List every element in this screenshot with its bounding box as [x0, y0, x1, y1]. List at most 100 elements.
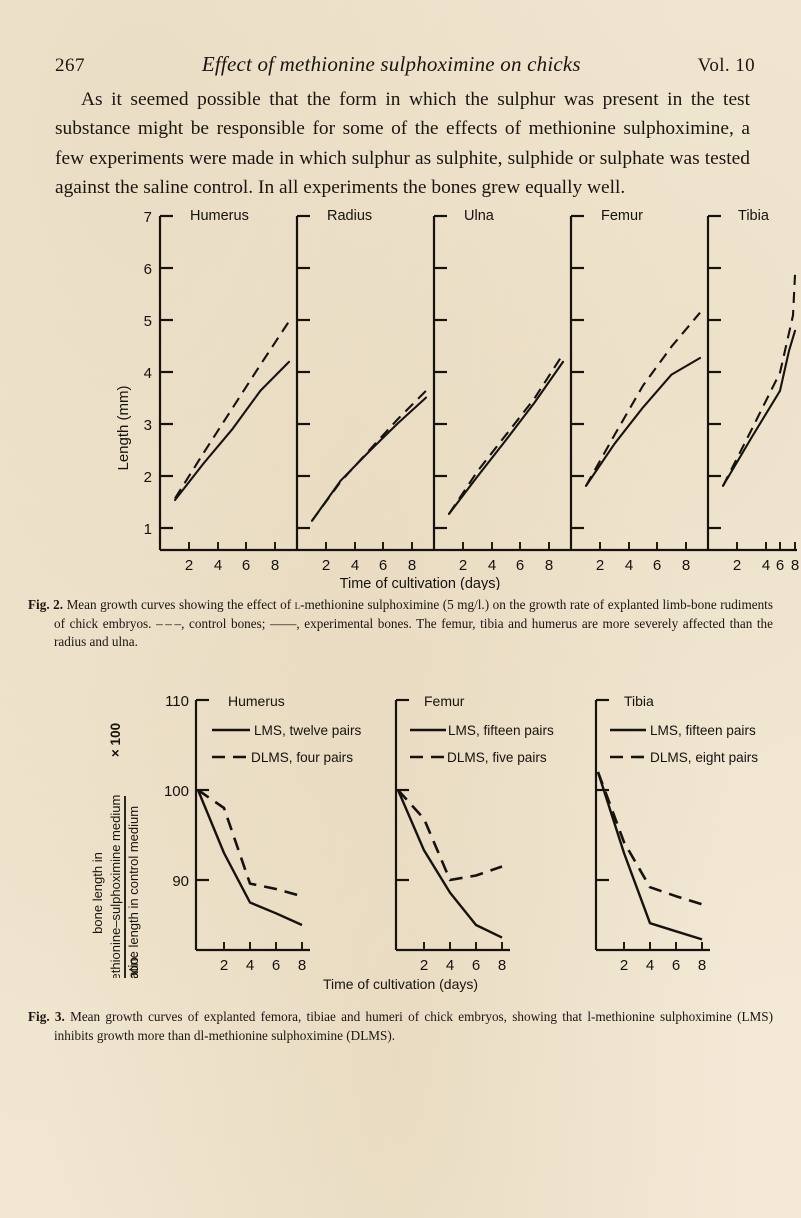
fig2-ytick-2: 2 — [144, 469, 152, 486]
fig2-panel-radius: Radius — [295, 208, 428, 550]
fig2-xtick-u-6: 6 — [516, 557, 524, 574]
fig2-panel-ulna: Ulna — [432, 208, 565, 550]
running-head: 267 Effect of methionine sulphoximine on… — [55, 52, 755, 77]
paragraph-1: As it seemed possible that the form in w… — [55, 89, 750, 199]
fig2-xtick-r-2: 2 — [322, 557, 330, 574]
fig2-panel-title-femur: Femur — [601, 208, 643, 224]
fig3-ytick-100: 100 — [164, 783, 189, 800]
fig3-femur-legend-dlms: DLMS, five pairs — [447, 750, 547, 765]
figure-3-caption-text: Mean growth curves of explanted femora, … — [54, 1009, 773, 1043]
fig3-xtick-h-8: 8 — [298, 957, 306, 974]
figure-2-plot: 7 6 5 4 3 2 1 Length (mm) Humerus — [0, 198, 801, 590]
figure-2-caption-smallcaps: l — [294, 598, 301, 612]
fig3-ylabel-denominator: bone length in control medium — [126, 806, 141, 978]
fig3-femur-legend-lms: LMS, fifteen pairs — [448, 723, 554, 738]
fig3-panel-title-humerus: Humerus — [228, 693, 285, 709]
fig3-tibia-lms-curve — [596, 771, 703, 941]
fig3-x-axis-label: Time of cultivation (days) — [322, 976, 479, 992]
fig2-humerus-control-curve — [174, 320, 290, 499]
fig2-ulna-experimental-curve — [447, 360, 565, 515]
page-number: 267 — [55, 55, 85, 76]
fig3-y-axis: 110 100 90 — [164, 693, 209, 950]
fig3-xtick-f-2: 2 — [420, 957, 428, 974]
fig2-panel-tibia: Tibia — [706, 208, 797, 550]
fig3-xtick-f-4: 4 — [446, 957, 454, 974]
fig2-panel-femur: Femur — [569, 208, 702, 550]
fig3-ytick-90: 90 — [172, 873, 189, 890]
fig2-xtick-f-8: 8 — [682, 557, 690, 574]
fig2-x-axis: 2 4 6 8 2 4 6 8 2 4 6 8 2 4 6 — [160, 542, 799, 590]
figure-3-label: Fig. 3. — [28, 1009, 65, 1024]
fig3-humerus-lms-curve — [196, 789, 303, 927]
fig2-femur-experimental-curve — [584, 356, 702, 487]
fig3-panel-femur: Femur LMS, fifteen pairs DLMS, five pair… — [394, 693, 554, 950]
fig2-tibia-experimental-curve — [721, 329, 797, 487]
fig2-xtick-t-6: 6 — [776, 557, 784, 574]
fig3-xtick-t-4: 4 — [646, 957, 654, 974]
fig3-femur-dlms-curve — [397, 789, 503, 882]
figure-2-svg: 7 6 5 4 3 2 1 Length (mm) Humerus — [115, 208, 799, 590]
fig3-ylabel-numerator-1: bone length in — [90, 852, 105, 934]
figure-2-caption: Fig. 2. Mean growth curves showing the e… — [28, 596, 773, 652]
fig3-humerus-dlms-curve — [197, 788, 303, 898]
fig3-xtick-f-6: 6 — [472, 957, 480, 974]
fig2-radius-experimental-curve — [310, 396, 428, 522]
fig2-xtick-h-2: 2 — [185, 557, 193, 574]
figure-3: bone length in methionine–sulphoximine m… — [0, 678, 801, 1043]
fig2-xtick-r-6: 6 — [379, 557, 387, 574]
fig3-xtick-h-4: 4 — [246, 957, 254, 974]
fig2-tibia-control-curve — [722, 274, 797, 487]
fig2-panel-title-humerus: Humerus — [190, 208, 249, 224]
fig2-ulna-control-curve — [448, 353, 564, 515]
running-title: Effect of methionine sulphoximine on chi… — [201, 52, 581, 76]
fig2-xtick-t-4: 4 — [762, 557, 770, 574]
figure-2: 7 6 5 4 3 2 1 Length (mm) Humerus — [0, 198, 801, 649]
fig3-panel-title-tibia: Tibia — [624, 693, 654, 709]
fig2-xtick-f-2: 2 — [596, 557, 604, 574]
fig3-humerus-legend-dlms: DLMS, four pairs — [251, 750, 353, 765]
fig3-xtick-t-2: 2 — [620, 957, 628, 974]
fig3-xtick-h-2: 2 — [220, 957, 228, 974]
fig2-xtick-u-4: 4 — [488, 557, 496, 574]
figure-2-label: Fig. 2. — [28, 597, 64, 612]
fig3-xtick-t-6: 6 — [672, 957, 680, 974]
fig2-xtick-t-2: 2 — [733, 557, 741, 574]
fig3-xtick-h-6: 6 — [272, 957, 280, 974]
fig2-panel-title-ulna: Ulna — [464, 208, 495, 224]
fig2-femur-control-curve — [585, 312, 701, 487]
fig2-xtick-h-6: 6 — [242, 557, 250, 574]
fig2-xtick-f-4: 4 — [625, 557, 633, 574]
fig2-radius-control-curve — [311, 390, 427, 522]
fig3-tibia-legend-dlms: DLMS, eight pairs — [650, 750, 758, 765]
fig2-ytick-4: 4 — [144, 365, 152, 382]
fig2-xtick-h-4: 4 — [214, 557, 222, 574]
volume-number: Vol. 10 — [697, 55, 755, 76]
fig2-x-axis-label: Time of cultivation (days) — [340, 576, 501, 590]
fig2-ytick-3: 3 — [144, 417, 152, 434]
fig2-xtick-u-2: 2 — [459, 557, 467, 574]
fig2-xtick-t-8: 8 — [791, 557, 799, 574]
fig2-humerus-experimental-curve — [173, 360, 291, 502]
fig2-ytick-7: 7 — [144, 209, 152, 226]
fig2-xtick-f-6: 6 — [653, 557, 661, 574]
fig3-x-tick-labels: 2 4 6 8 2 4 6 8 2 4 6 8 — [220, 957, 706, 974]
figure-3-svg: bone length in methionine–sulphoximine m… — [90, 693, 758, 978]
fig2-ytick-5: 5 — [144, 313, 152, 330]
fig3-xtick-t-8: 8 — [698, 957, 706, 974]
figure-2-caption-part1: Mean growth curves showing the effect of — [66, 597, 295, 612]
fig3-tibia-dlms-curve — [596, 771, 703, 906]
fig2-y-axis: 7 6 5 4 3 2 1 — [144, 209, 173, 550]
figure-3-plot: bone length in methionine–sulphoximine m… — [0, 678, 801, 992]
fig2-panel-title-radius: Radius — [327, 208, 372, 224]
fig3-ylabel-numerator-2: methionine–sulphoximine medium — [108, 795, 123, 978]
fig3-femur-lms-curve — [396, 789, 503, 939]
fig3-xtick-f-8: 8 — [498, 957, 506, 974]
fig3-ylabel-prefix: Ratio: — [126, 953, 141, 978]
figure-2-caption-part2: -methionine sulphoximine (5 mg/l.) on th… — [54, 597, 773, 650]
fig3-panel-title-femur: Femur — [424, 693, 465, 709]
fig2-ytick-6: 6 — [144, 261, 152, 278]
fig2-panel-title-tibia: Tibia — [738, 208, 770, 224]
fig3-y-axis-label-group: bone length in methionine–sulphoximine m… — [90, 723, 141, 978]
fig2-xtick-r-4: 4 — [351, 557, 359, 574]
